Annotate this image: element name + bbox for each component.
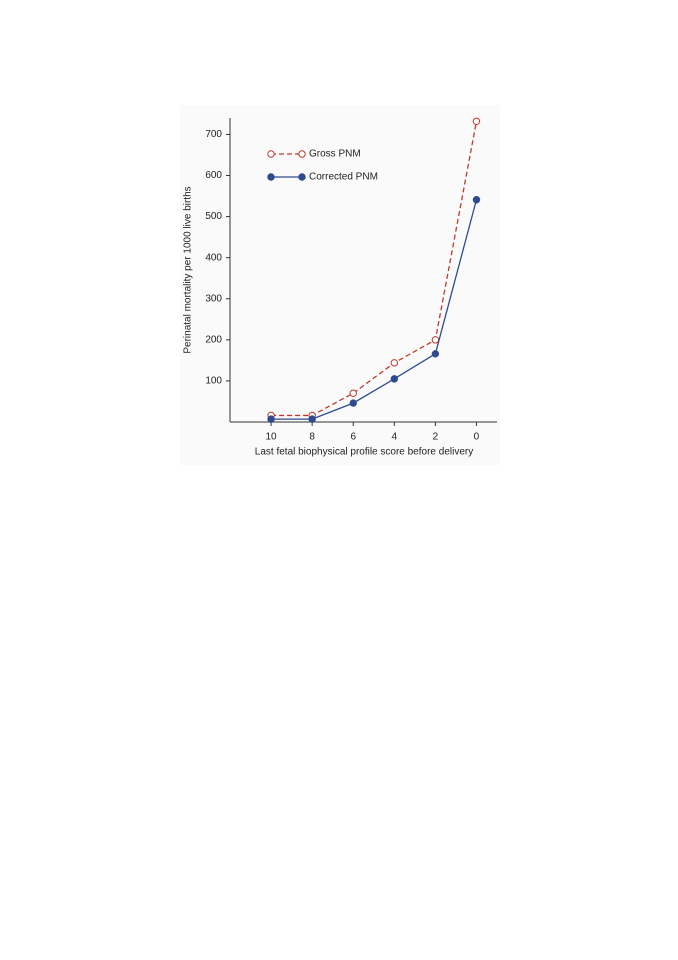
data-point — [390, 359, 399, 367]
data-point — [349, 389, 357, 397]
x-tick-label: 0 — [474, 432, 480, 443]
x-tick-label: 10 — [266, 432, 278, 443]
data-point — [431, 336, 440, 344]
y-tick-label: 500 — [205, 211, 222, 222]
legend-marker — [267, 150, 275, 158]
legend-marker — [267, 173, 275, 181]
legend-label: Corrected PNM — [309, 172, 378, 183]
data-point — [472, 117, 481, 125]
data-point — [390, 375, 399, 383]
x-tick-label: 6 — [350, 432, 356, 443]
chart-background — [180, 105, 500, 465]
y-tick-label: 100 — [205, 376, 222, 387]
y-tick-label: 300 — [205, 293, 222, 304]
y-tick-label: 200 — [205, 334, 222, 345]
x-tick-label: 8 — [309, 432, 315, 443]
legend-marker — [298, 173, 306, 181]
data-point — [472, 196, 481, 204]
y-tick-label: 600 — [205, 170, 222, 181]
series-line — [271, 199, 478, 420]
y-axis-label: Perinatal mortality per 1000 live births — [183, 186, 194, 353]
x-tick-label: 2 — [433, 432, 439, 443]
data-point — [349, 399, 357, 407]
data-point — [431, 350, 440, 358]
legend-label: Gross PNM — [309, 149, 361, 160]
legend-marker — [298, 150, 306, 158]
y-tick-label: 700 — [205, 129, 222, 140]
series-line — [271, 121, 478, 417]
data-point — [308, 415, 316, 423]
x-axis-label: Last fetal biophysical profile score bef… — [255, 447, 473, 458]
data-point — [267, 415, 275, 423]
x-tick-label: 4 — [392, 432, 398, 443]
y-tick-label: 400 — [205, 252, 222, 263]
